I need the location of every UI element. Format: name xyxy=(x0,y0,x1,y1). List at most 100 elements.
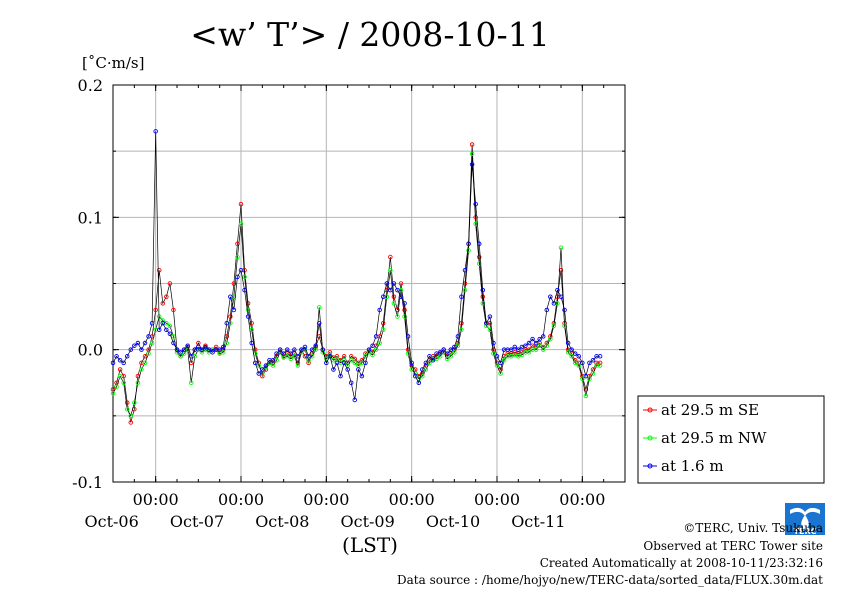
data-point xyxy=(295,363,301,368)
legend: at 29.5 m SE at 29.5 m NW at 1.6 m xyxy=(637,395,825,484)
data-point xyxy=(252,360,258,366)
data-point xyxy=(590,371,596,376)
data-point xyxy=(416,380,422,386)
x-tick-date-label: Oct-07 xyxy=(170,512,224,531)
data-point xyxy=(142,354,148,359)
data-point xyxy=(462,287,468,293)
chart-title: <w’ T’> / 2008-10-11 xyxy=(190,15,549,54)
data-point xyxy=(388,287,393,293)
x-tick-date-label: Oct-10 xyxy=(426,512,480,531)
data-point xyxy=(380,294,386,299)
data-point xyxy=(164,327,169,333)
data-point xyxy=(551,323,557,329)
data-point xyxy=(448,347,454,352)
data-point xyxy=(171,334,176,339)
data-point xyxy=(562,307,567,313)
data-point xyxy=(569,347,574,352)
data-point xyxy=(117,367,123,372)
data-point xyxy=(206,347,212,352)
legend-label: at 29.5 m SE xyxy=(661,401,759,419)
data-point xyxy=(480,294,486,299)
data-point xyxy=(345,367,350,372)
data-point xyxy=(153,307,158,313)
data-point xyxy=(160,301,166,306)
data-point xyxy=(139,347,144,352)
data-point xyxy=(245,314,251,319)
data-point xyxy=(466,241,471,247)
data-point xyxy=(338,373,343,379)
data-point xyxy=(409,360,414,366)
data-point xyxy=(363,360,368,366)
data-point xyxy=(235,254,240,260)
footer-source: Data source : /home/hojyo/new/TERC-data/… xyxy=(397,573,823,587)
data-point xyxy=(576,363,582,368)
data-point xyxy=(494,354,500,359)
x-tick-time-label: 00:00 xyxy=(389,490,435,509)
series-line xyxy=(112,131,601,401)
data-point xyxy=(306,360,311,366)
data-point xyxy=(530,336,535,342)
data-point xyxy=(501,358,507,363)
x-tick-date-label: Oct-06 xyxy=(85,512,139,531)
data-point xyxy=(448,354,454,359)
data-point xyxy=(459,320,464,326)
data-point xyxy=(544,343,550,348)
data-point xyxy=(405,334,411,339)
data-point xyxy=(324,360,329,366)
data-point xyxy=(590,358,596,363)
legend-marker xyxy=(647,407,653,413)
data-point xyxy=(587,376,592,382)
data-point xyxy=(580,360,585,366)
data-point xyxy=(178,350,183,355)
x-tick-date-label: Oct-11 xyxy=(511,512,565,531)
data-point xyxy=(181,347,187,352)
data-point xyxy=(480,301,486,306)
data-point xyxy=(576,354,582,359)
data-point xyxy=(533,347,539,352)
data-point xyxy=(142,360,148,366)
data-point xyxy=(526,350,532,355)
data-point xyxy=(384,281,390,286)
x-axis-label: (LST) xyxy=(342,533,398,557)
data-point xyxy=(388,254,393,260)
data-point xyxy=(121,380,126,386)
data-point xyxy=(480,287,486,293)
x-tick-date-label: Oct-09 xyxy=(341,512,395,531)
data-point xyxy=(224,320,230,326)
grid-lines xyxy=(113,85,625,482)
data-point xyxy=(121,360,126,366)
data-point xyxy=(476,241,482,247)
data-point xyxy=(249,340,254,346)
data-point xyxy=(587,360,592,366)
data-point xyxy=(523,343,528,348)
data-point xyxy=(217,347,222,352)
data-point xyxy=(352,397,358,403)
data-point xyxy=(245,307,251,313)
data-point xyxy=(487,314,493,319)
data-point xyxy=(302,344,308,350)
data-point xyxy=(156,327,162,333)
data-point xyxy=(548,336,553,342)
data-point xyxy=(484,320,489,326)
data-point xyxy=(348,358,354,363)
data-point xyxy=(270,358,276,363)
x-tick-date-label: Oct-08 xyxy=(255,512,309,531)
data-point xyxy=(341,358,347,363)
legend-marker xyxy=(647,435,653,441)
data-point xyxy=(473,201,478,207)
data-point xyxy=(171,307,176,313)
data-point xyxy=(188,380,194,386)
data-point xyxy=(484,323,489,329)
logo-drop-icon xyxy=(801,515,809,529)
data-point xyxy=(597,363,603,368)
footer-copyright: ©TERC, Univ. Tsukuba xyxy=(683,521,823,535)
data-point xyxy=(224,340,230,346)
data-point xyxy=(213,344,219,350)
data-point xyxy=(569,354,574,359)
data-point xyxy=(288,351,294,356)
data-point xyxy=(114,384,119,389)
data-point xyxy=(334,360,340,366)
data-point xyxy=(284,354,290,359)
data-point xyxy=(167,331,173,337)
y-tick-label: 0.0 xyxy=(78,341,103,360)
